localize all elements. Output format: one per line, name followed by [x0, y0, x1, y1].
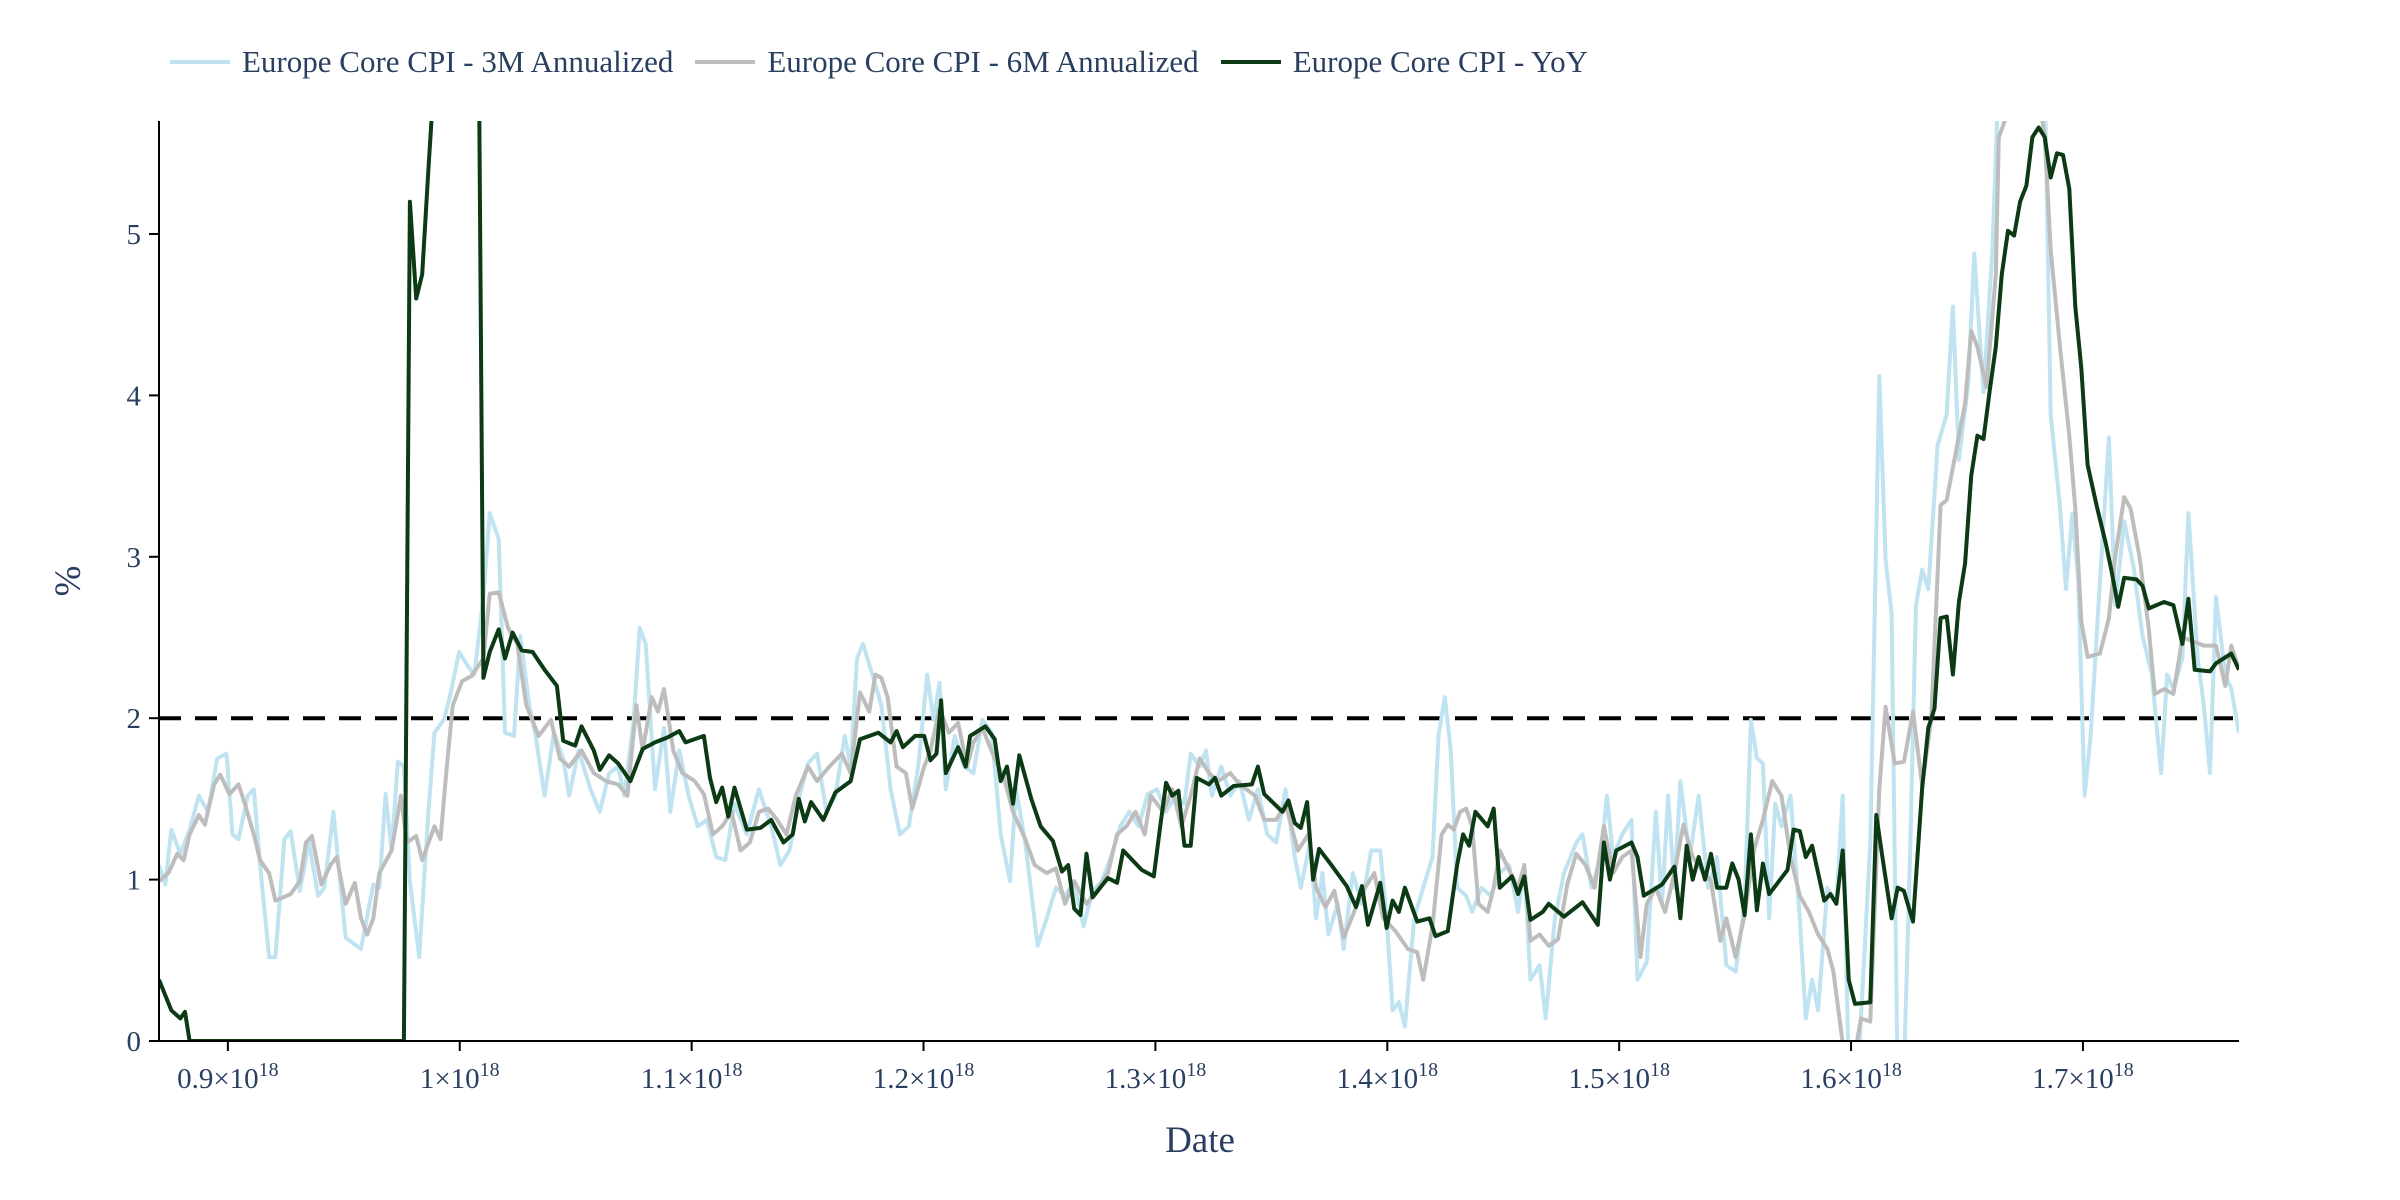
legend-item-europe-core-cpi-3m-annualized[interactable]: Europe Core CPI - 3M Annualized [170, 44, 673, 80]
legend-swatch [170, 60, 230, 64]
y-tick-label: 2 [127, 703, 142, 735]
y-tick-label: 4 [127, 380, 142, 412]
legend-label: Europe Core CPI - 3M Annualized [242, 44, 674, 79]
series-line-europe-core-cpi-yoy [159, 121, 2239, 1041]
y-tick-label: 1 [127, 865, 142, 897]
x-tick-label: 0.9×1018 [177, 1059, 279, 1095]
x-axis-title: Date [1165, 1120, 1235, 1161]
legend-item-europe-core-cpi-yoy[interactable]: Europe Core CPI - YoY [1220, 44, 1589, 80]
x-tick-label: 1.5×1018 [1568, 1059, 1670, 1095]
x-tick-label: 1.1×1018 [641, 1059, 743, 1095]
legend: Europe Core CPI - 3M Annualized Europe Co… [170, 44, 1610, 80]
legend-item-europe-core-cpi-6m-annualized[interactable]: Europe Core CPI - 6M Annualized [695, 44, 1199, 80]
x-tick-label: 1.6×1018 [1800, 1059, 1902, 1095]
y-tick-label: 5 [127, 219, 142, 251]
y-axis-title: % [48, 566, 89, 597]
legend-label: Europe Core CPI - 6M Annualized [767, 44, 1199, 79]
legend-swatch [1220, 60, 1281, 64]
y-tick-label: 3 [127, 542, 142, 574]
series-line-europe-core-cpi-6m-annualized [159, 121, 2239, 1041]
legend-label: Europe Core CPI - YoY [1292, 44, 1589, 79]
series-line-europe-core-cpi-3m-annualized [159, 121, 2239, 1041]
x-tick-label: 1×1018 [420, 1059, 500, 1095]
x-tick-label: 1.3×1018 [1105, 1059, 1207, 1095]
y-tick-label: 0 [127, 1026, 142, 1058]
legend-swatch [695, 60, 756, 64]
x-tick-label: 1.7×1018 [2032, 1059, 2134, 1095]
x-tick-label: 1.2×1018 [873, 1059, 975, 1095]
x-tick-label: 1.4×1018 [1336, 1059, 1438, 1095]
